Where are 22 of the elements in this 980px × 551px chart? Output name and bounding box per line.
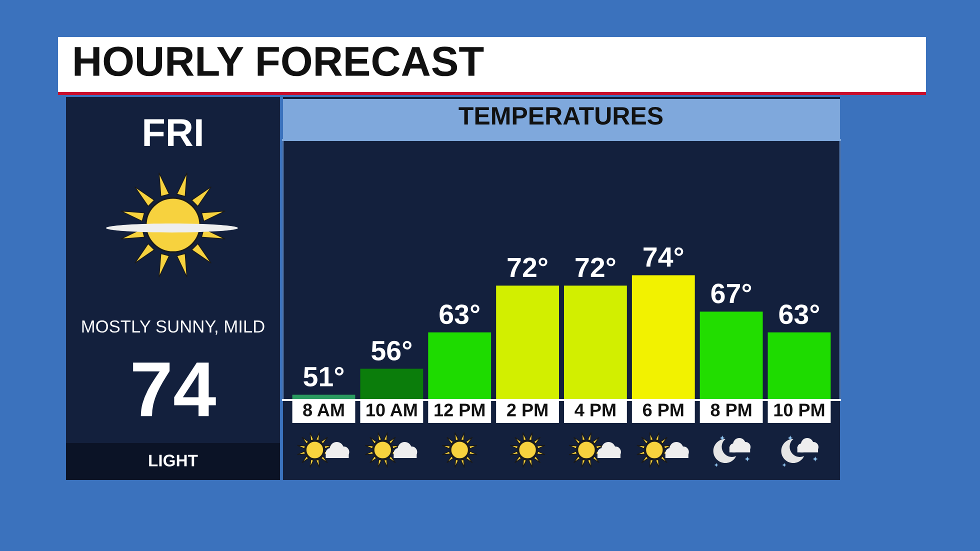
x-tick-label: 4 PM bbox=[574, 404, 616, 416]
data-label: 72° bbox=[508, 258, 548, 278]
data-label: 51° bbox=[304, 366, 344, 387]
text: 74 bbox=[133, 362, 216, 416]
data-label: 63° bbox=[779, 304, 820, 324]
data-label: 72° bbox=[576, 258, 616, 278]
text: MOSTLY SUNNY, MILD bbox=[82, 320, 264, 335]
chart-subtitle: TEMPERATURES bbox=[458, 107, 663, 125]
text: LIGHT bbox=[149, 454, 198, 466]
data-label: 56° bbox=[372, 340, 412, 361]
data-label: 67° bbox=[711, 284, 752, 304]
x-tick-label: 8 AM bbox=[303, 404, 344, 416]
chart-title: HOURLY FORECAST bbox=[74, 46, 484, 76]
x-tick-label: 8 PM bbox=[710, 404, 752, 416]
x-tick-label: 12 PM bbox=[434, 404, 484, 416]
data-label: 63° bbox=[440, 304, 480, 324]
x-tick-label: 2 PM bbox=[507, 404, 548, 416]
x-tick-label: 10 PM bbox=[774, 404, 824, 416]
x-tick-label: 6 PM bbox=[642, 404, 684, 416]
text: FRI bbox=[144, 119, 202, 146]
x-tick-label: 10 AM bbox=[366, 404, 417, 416]
data-label: 74° bbox=[644, 247, 684, 267]
